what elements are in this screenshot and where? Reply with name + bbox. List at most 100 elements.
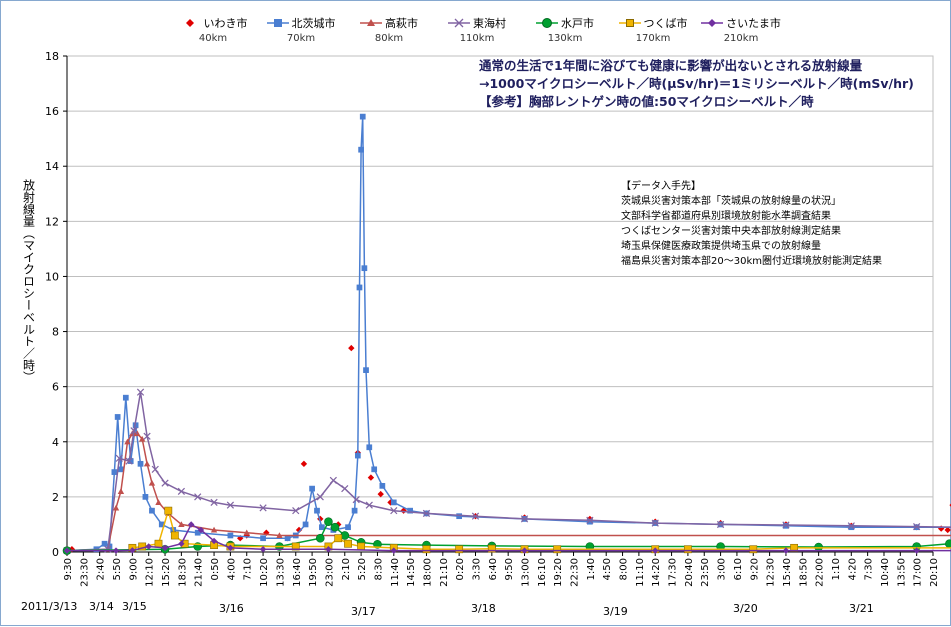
y-tick-label: 16	[45, 105, 59, 118]
legend-marker-icon	[266, 19, 289, 27]
data-point	[114, 414, 121, 420]
legend-distance: 80km	[374, 33, 404, 44]
data-point	[112, 504, 120, 511]
data-point	[117, 488, 125, 494]
data-point	[377, 490, 384, 498]
data-point	[68, 546, 76, 553]
y-tick-label: 2	[52, 491, 59, 504]
data-point	[63, 547, 71, 554]
x-tick-label: 21:10	[439, 558, 450, 587]
legend-marker	[273, 19, 282, 27]
plot-area	[66, 55, 934, 553]
data-point	[373, 539, 382, 549]
series-line	[67, 523, 951, 552]
x-tick-label: 12:30	[766, 558, 777, 587]
data-point	[345, 524, 351, 531]
x-tick-label: 6:10	[733, 558, 744, 580]
data-point	[142, 494, 149, 500]
data-point	[790, 543, 799, 552]
data-point	[366, 444, 373, 451]
y-tick-label: 0	[52, 546, 59, 559]
data-point	[341, 484, 349, 493]
legend-distance: 130km	[547, 33, 583, 44]
date-label: 3/20	[733, 602, 758, 615]
legend-marker	[185, 19, 194, 27]
x-tick-label: 4:20	[847, 558, 858, 580]
data-point	[521, 547, 528, 554]
source-line: 【データ入手先】	[621, 181, 701, 192]
data-point	[101, 540, 108, 547]
data-point	[553, 545, 562, 554]
legend-marker	[542, 18, 552, 28]
y-tick-label: 8	[52, 326, 59, 339]
x-tick-label: 0:20	[455, 558, 466, 580]
x-tick-label: 3:00	[717, 558, 728, 580]
data-point	[944, 526, 951, 534]
data-point	[295, 526, 303, 534]
x-tick-label: 18:30	[177, 558, 188, 587]
date-label: 3/14	[89, 600, 114, 613]
x-tick-label: 18:00	[422, 558, 433, 587]
x-tick-label: 1:40	[586, 558, 597, 580]
x-tick-label: 5:50	[112, 558, 123, 580]
legend-label: つくば市	[643, 17, 688, 30]
x-tick-label: 10:20	[259, 558, 270, 587]
data-point	[161, 479, 169, 487]
legend-key: つくば市	[618, 15, 688, 31]
data-point	[782, 521, 790, 529]
data-point	[210, 537, 218, 545]
data-point	[316, 493, 324, 501]
data-point	[161, 544, 169, 552]
data-point	[367, 474, 375, 481]
legend-item: さいたま市 210km	[697, 15, 785, 53]
data-point	[284, 535, 291, 542]
x-tick-label: 23:30	[79, 558, 90, 587]
x-tick-label: 8:30	[373, 558, 384, 580]
x-tick-label: 13:00	[521, 558, 532, 587]
data-point	[357, 542, 366, 551]
data-sources: 【データ入手先】 茨城県災害対策本部「茨城県の放射線量の状況」 文部科学省都道府…	[621, 179, 882, 269]
x-tick-label: 13:50	[896, 558, 907, 587]
data-point	[371, 466, 378, 473]
data-point	[848, 524, 855, 531]
data-point	[115, 454, 123, 462]
data-point	[455, 545, 464, 554]
data-point	[684, 545, 692, 554]
x-tick-label: 23:50	[700, 558, 711, 587]
data-point	[314, 507, 320, 514]
data-point	[291, 542, 300, 551]
legend-marker	[708, 19, 717, 27]
date-label: 3/19	[603, 605, 628, 618]
data-point	[330, 522, 340, 532]
x-tick-label: 15:40	[782, 558, 793, 587]
x-tick-label: 15:20	[161, 558, 172, 587]
data-point	[164, 506, 173, 515]
data-point	[210, 526, 218, 533]
source-line: 福島県災害対策本部20～30km圏付近環境放射能測定結果	[621, 256, 882, 267]
legend-marker-icon	[536, 18, 558, 28]
legend-item: 高萩市 80km	[345, 15, 433, 53]
data-point	[716, 520, 725, 529]
data-point	[300, 460, 308, 468]
data-point	[151, 465, 159, 473]
data-point	[111, 469, 118, 475]
data-point	[154, 539, 163, 548]
legend-marker	[625, 19, 634, 27]
data-point	[194, 493, 202, 501]
data-point	[945, 539, 951, 549]
legend-distance: 70km	[286, 33, 316, 44]
data-point	[422, 545, 431, 554]
data-point	[324, 517, 333, 526]
data-point	[329, 476, 337, 484]
legend-marker	[454, 18, 464, 28]
data-point	[351, 507, 358, 514]
legend-label: 水戸市	[561, 17, 594, 30]
x-tick-label: 22:00	[815, 558, 826, 587]
data-point	[227, 544, 234, 552]
legend-item: 水戸市 130km	[521, 15, 609, 53]
data-point	[149, 507, 155, 514]
x-tick-label: 9:00	[128, 558, 139, 580]
data-point	[187, 521, 195, 528]
data-point	[309, 485, 315, 492]
x-tick-label: 11:10	[635, 558, 646, 587]
